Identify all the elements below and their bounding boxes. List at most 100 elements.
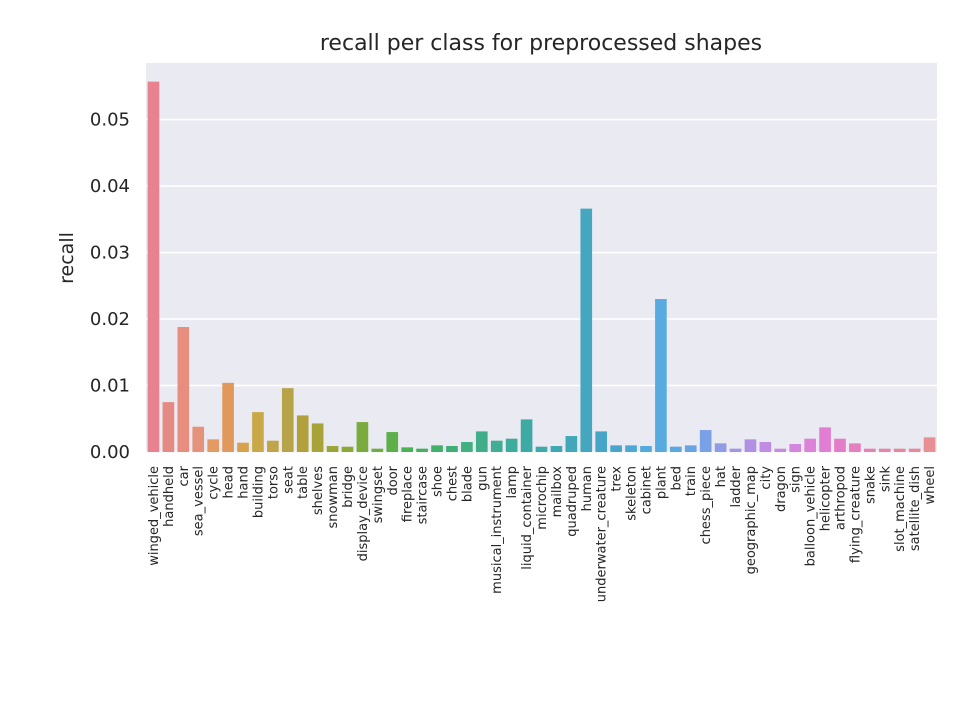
bar-swingset — [371, 448, 384, 452]
bar-ladder — [729, 448, 742, 452]
x-tick-label: trex — [610, 466, 625, 492]
bar-mailbox — [550, 446, 563, 452]
x-tick-label: building — [251, 466, 266, 518]
x-tick-label: winged_vehicle — [147, 466, 162, 566]
bar-musical-instrument — [490, 440, 503, 452]
x-tick-label: musical_instrument — [490, 466, 505, 594]
x-tick-label: underwater_creature — [595, 466, 610, 602]
bar-door — [386, 432, 399, 452]
bar-staircase — [416, 448, 428, 452]
bar-head — [222, 382, 234, 452]
bar-satellite-dish — [908, 448, 921, 452]
bar-lamp — [505, 438, 518, 452]
bar-cycle — [207, 439, 219, 452]
x-tick-label: flying_creature — [848, 466, 863, 563]
x-tick-label: arthropod — [833, 466, 848, 530]
bar-bridge — [341, 446, 354, 452]
x-tick-label: car — [177, 465, 192, 486]
bar-sink — [878, 448, 891, 452]
y-axis-label: recall — [56, 232, 78, 284]
x-tick-label: plant — [654, 466, 669, 499]
bar-helicopter — [819, 427, 831, 452]
bar-gun — [475, 431, 488, 452]
bar-car — [177, 326, 190, 452]
x-tick-label: cycle — [207, 466, 222, 500]
bar-human — [580, 208, 593, 452]
x-tick-label: shelves — [311, 466, 326, 515]
bar-winged-vehicle — [147, 81, 160, 452]
x-tick-label: lamp — [505, 466, 520, 499]
bar-chess-piece — [699, 430, 712, 452]
bar-shoe — [431, 445, 443, 452]
bar-trex — [610, 445, 622, 452]
x-tick-label: chess_piece — [699, 466, 714, 544]
bar-snowman — [326, 446, 339, 452]
x-tick-label: quadruped — [565, 466, 580, 537]
x-tick-label: microchip — [535, 466, 550, 530]
x-tick-label: seat — [281, 466, 296, 494]
bar-shelves — [311, 423, 324, 452]
bar-balloon-vehicle — [804, 438, 816, 452]
x-tick-label: chest — [445, 466, 460, 501]
x-tick-label: dragon — [774, 466, 789, 512]
x-tick-label: blade — [460, 466, 475, 502]
x-tick-label: staircase — [416, 466, 431, 524]
bar-arthropod — [834, 438, 846, 452]
x-tick-label: handheld — [162, 466, 177, 527]
x-tick-label: sink — [878, 466, 893, 493]
bar-hat — [714, 443, 727, 452]
bar-chest — [446, 446, 458, 452]
bar-slot-machine — [893, 448, 906, 452]
bar-liquid-container — [520, 419, 533, 452]
plot-area — [146, 63, 937, 453]
bar-snake — [864, 448, 876, 452]
bar-fireplace — [401, 447, 413, 452]
y-tick-label: 0.04 — [90, 176, 130, 197]
x-tick-label: train — [684, 466, 699, 496]
x-axis-ticks: winged_vehicle handheld car sea_vessel cycle… — [147, 465, 938, 602]
x-tick-label: skeleton — [625, 466, 640, 521]
x-tick-label: sea_vessel — [192, 466, 207, 536]
y-tick-label: 0.05 — [90, 110, 130, 131]
y-axis-ticks: 0.00 0.01 0.02 0.03 0.04 0.05 — [90, 110, 130, 463]
bar-quadruped — [565, 436, 578, 452]
bar-underwater-creature — [595, 431, 608, 452]
x-tick-label: sign — [789, 466, 804, 493]
bar-hand — [237, 442, 249, 452]
x-tick-label: wheel — [923, 466, 938, 504]
bar-wheel — [923, 437, 936, 452]
x-tick-label: hat — [714, 466, 729, 487]
x-tick-label: helicopter — [819, 465, 834, 531]
y-tick-label: 0.03 — [90, 243, 130, 264]
x-tick-label: table — [296, 466, 311, 499]
x-tick-label: fireplace — [401, 466, 416, 522]
bar-flying-creature — [849, 443, 861, 452]
bar-train — [684, 445, 697, 452]
x-tick-label: head — [222, 466, 237, 498]
y-tick-label: 0.00 — [90, 442, 130, 463]
x-tick-label: snake — [863, 466, 878, 504]
bar-microchip — [535, 446, 548, 452]
x-tick-label: snowman — [326, 466, 341, 528]
x-tick-label: satellite_dish — [908, 466, 923, 551]
bar-sea-vessel — [192, 426, 205, 452]
bar-skeleton — [625, 445, 637, 452]
x-tick-label: ladder — [729, 465, 744, 507]
bar-dragon — [774, 448, 787, 452]
bar-seat — [281, 388, 294, 452]
bar-display-device — [356, 422, 369, 452]
x-tick-label: gun — [475, 466, 490, 491]
bar-plant — [655, 299, 667, 452]
x-tick-label: cabinet — [639, 466, 654, 514]
x-tick-label: shoe — [431, 466, 446, 497]
bars-group — [147, 81, 936, 452]
x-tick-label: torso — [266, 466, 281, 499]
bar-blade — [461, 442, 473, 452]
x-tick-label: human — [580, 466, 595, 511]
x-tick-label: bed — [669, 466, 684, 491]
x-tick-label: display_device — [356, 466, 371, 561]
bar-cabinet — [640, 446, 652, 452]
bar-city — [759, 442, 772, 452]
x-tick-label: swingset — [371, 466, 386, 523]
